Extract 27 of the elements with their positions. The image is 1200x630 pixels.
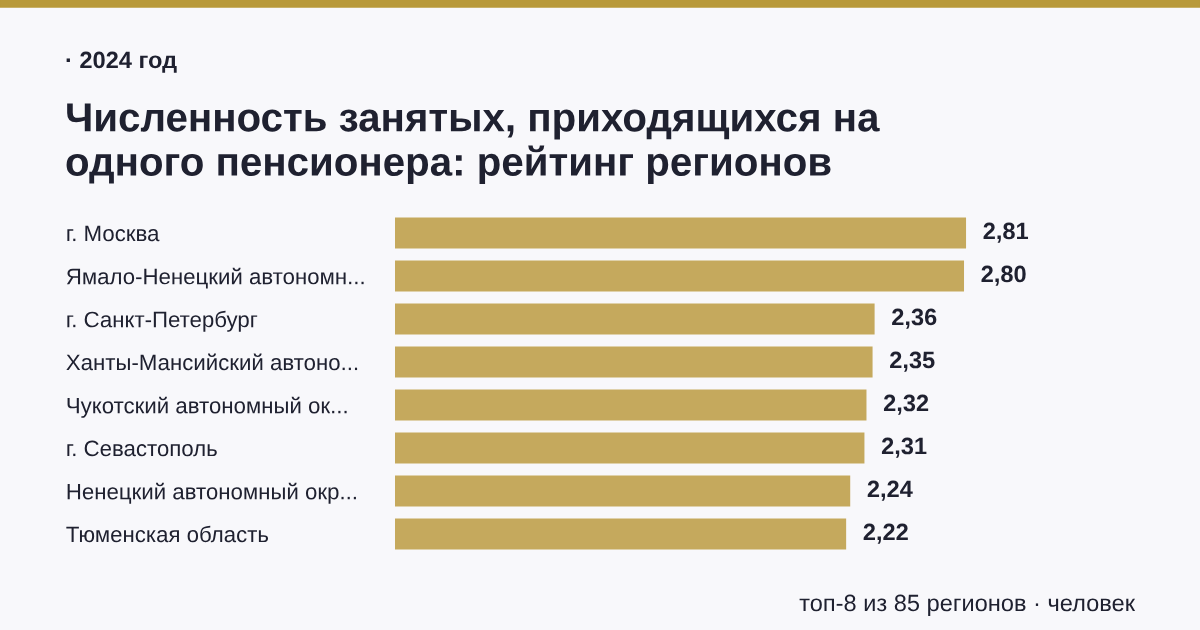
y-tick-label: г. Санкт-Петербург bbox=[67, 310, 258, 332]
bar bbox=[395, 432, 865, 464]
data-label: 2,22 bbox=[863, 523, 908, 544]
data-label: 2,32 bbox=[883, 394, 929, 415]
y-tick-label: Ханты-Мансийский автоно... bbox=[66, 353, 358, 371]
bar bbox=[395, 217, 967, 249]
y-tick-label: Ненецкий автономный окр... bbox=[67, 482, 356, 504]
y-tick-label: Чукотский автономный ок... bbox=[67, 396, 347, 418]
bar bbox=[395, 518, 847, 550]
text: · 2024 год bbox=[66, 51, 177, 73]
y-tick-label: Ямало-Ненецкий автономн... bbox=[66, 267, 364, 289]
data-label: 2,35 bbox=[890, 351, 935, 372]
y-tick-label: г. Севастополь bbox=[67, 440, 217, 457]
data-label: 2,36 bbox=[892, 308, 937, 329]
data-label: 2,24 bbox=[867, 480, 913, 501]
bar bbox=[395, 260, 965, 292]
bar bbox=[395, 475, 851, 507]
data-label: 2,31 bbox=[881, 437, 927, 458]
data-label: 2,81 bbox=[983, 222, 1029, 243]
data-label: 2,80 bbox=[981, 265, 1026, 286]
chart-title: Численность занятых, приходящихся на одного пенсионера: рейтинг регионов bbox=[66, 103, 880, 184]
bar bbox=[395, 303, 875, 335]
bar bbox=[395, 346, 873, 378]
y-tick-label: г. Москва bbox=[67, 225, 160, 242]
bar bbox=[395, 389, 867, 421]
text: топ-8 из 85 регионов · человек bbox=[799, 594, 1136, 617]
y-tick-label: Тюменская область bbox=[66, 525, 269, 543]
